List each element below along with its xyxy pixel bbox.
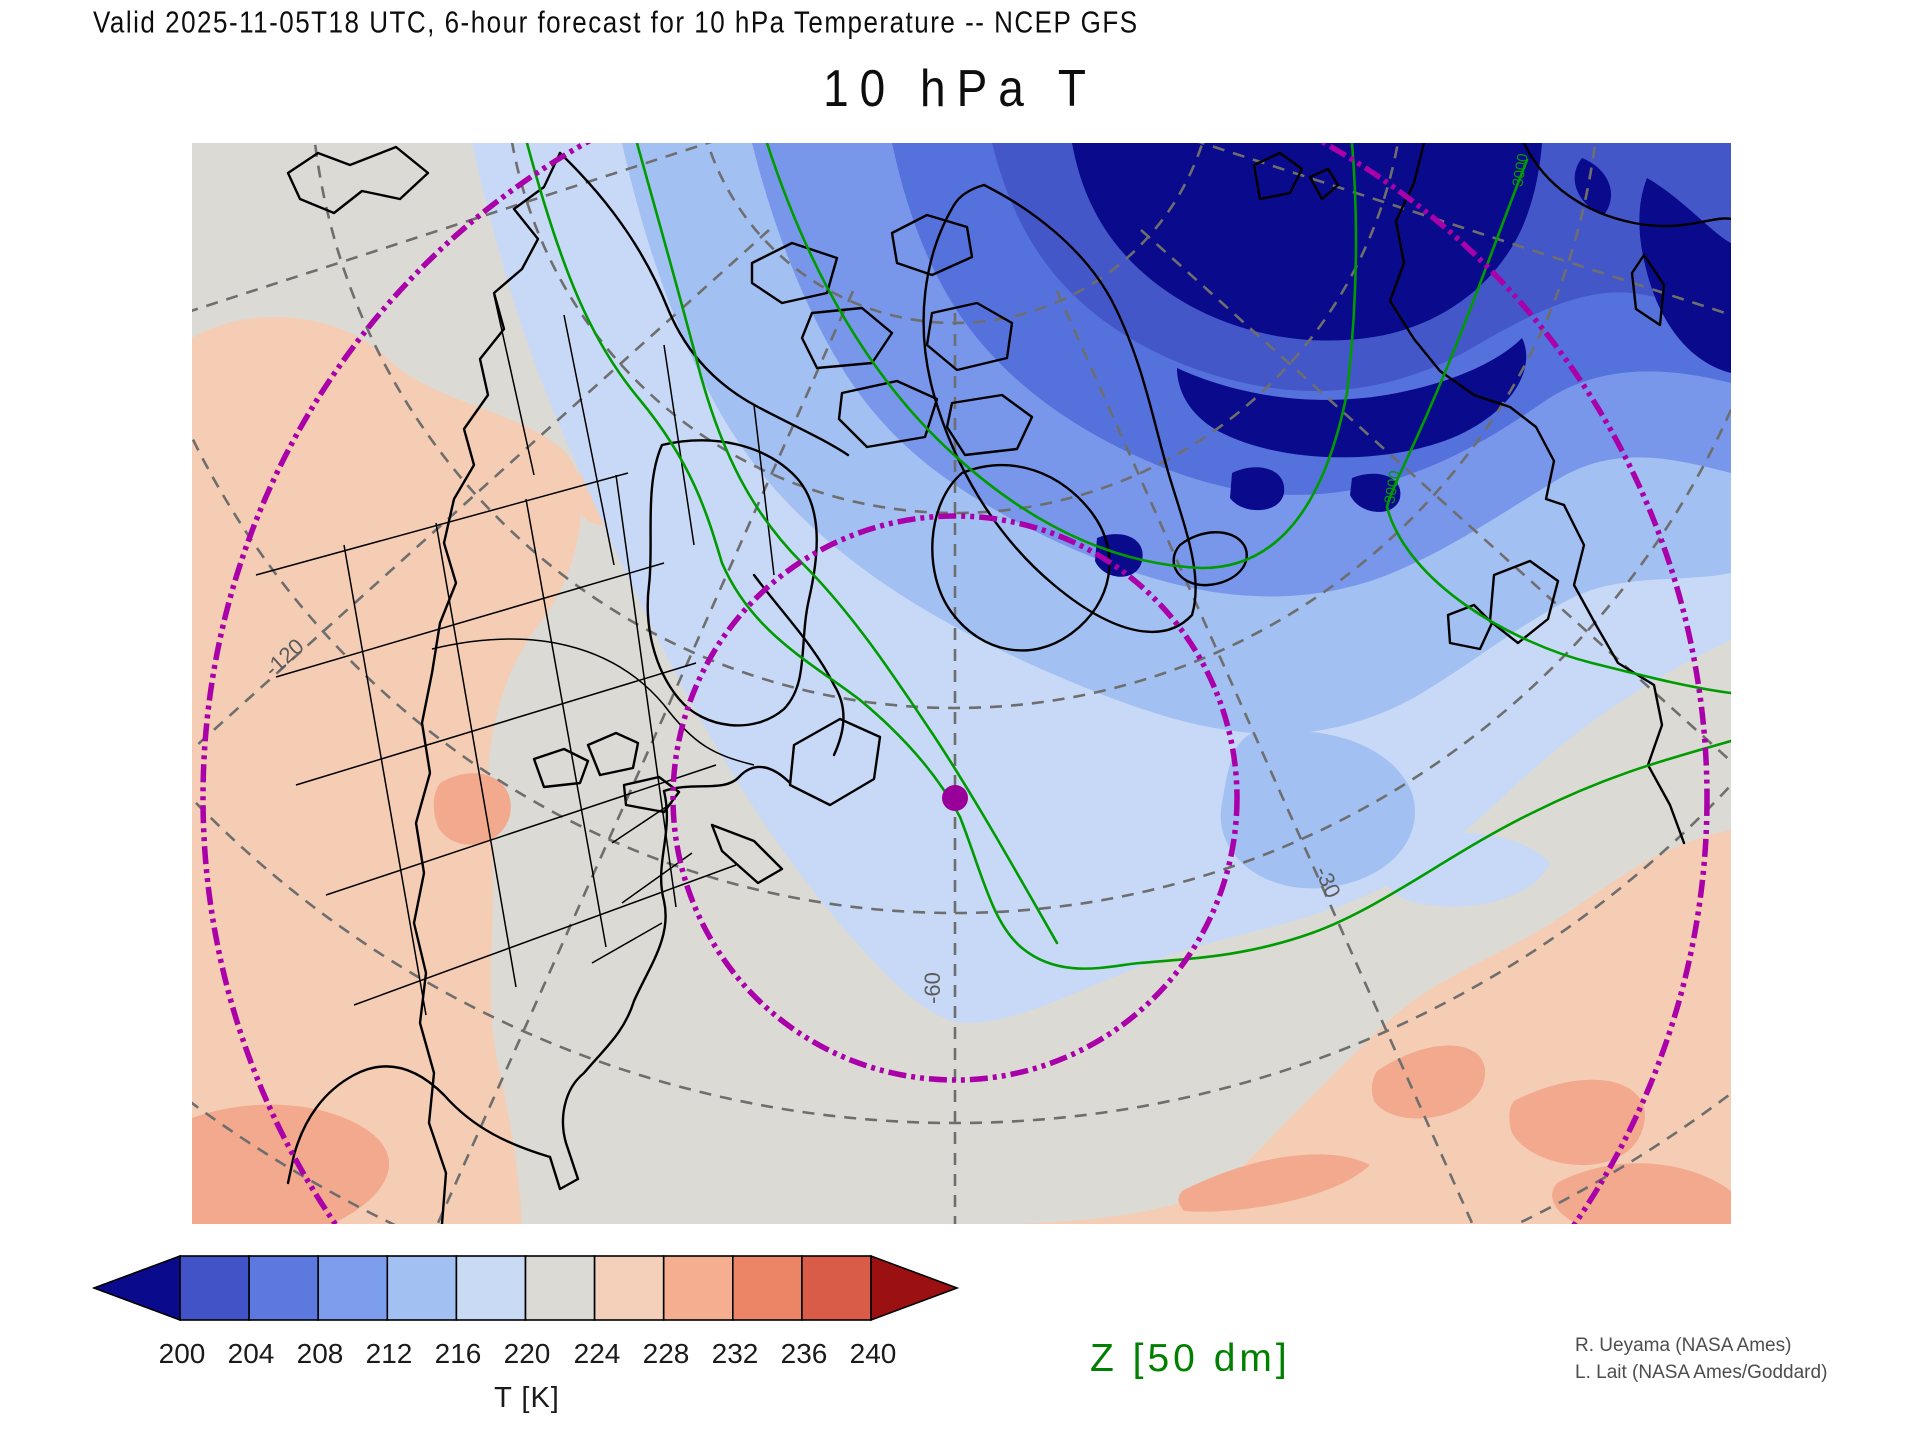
- colorbar-box-200-204: [179, 1255, 250, 1321]
- colorbar-tick-204: 204: [227, 1338, 275, 1369]
- colorbar: [88, 1252, 968, 1330]
- range-rings-layer: [200, 143, 1710, 1224]
- z-contour-labels: 3000 3000: [1381, 152, 1532, 505]
- colorbar-tick-220: 220: [503, 1338, 551, 1369]
- colorbar-tick-228: 228: [642, 1338, 690, 1369]
- inner-range-ring: [670, 513, 1240, 1083]
- field-salmon-228-232: [192, 773, 1731, 1224]
- colorbar-tick-208: 208: [296, 1338, 344, 1369]
- colorbar-tick-240: 240: [849, 1338, 897, 1369]
- colorbar-box-236-240: [801, 1255, 872, 1321]
- colorbar-boxes: [179, 1255, 872, 1321]
- page-title: 10 hPa T: [0, 58, 1920, 117]
- colorbar-tick-224: 224: [573, 1338, 621, 1369]
- z-contour-legend: Z [50 dm]: [1090, 1337, 1291, 1380]
- state-borders-layer: [255, 294, 775, 1016]
- credit-line-2: L. Lait (NASA Ames/Goddard): [1575, 1362, 1828, 1383]
- colorbar-box-232-236: [731, 1255, 803, 1321]
- graticule-layer: [192, 143, 1731, 1224]
- colorbar-tick-232: 232: [711, 1338, 759, 1369]
- colorbar-canvas: [91, 1254, 960, 1322]
- colorbar-left-arrow: [91, 1254, 181, 1322]
- colorbar-box-208-212: [317, 1255, 389, 1321]
- forecast-map: -120 -60 -30: [192, 143, 1731, 1224]
- page-title-text: 10 hPa T: [823, 59, 1097, 118]
- colorbar-box-216-220: [455, 1255, 527, 1321]
- credits: R. Ueyama (NASA Ames) L. Lait (NASA Ames…: [1575, 1332, 1827, 1386]
- valid-time-header: Valid 2025-11-05T18 UTC, 6-hour forecast…: [93, 4, 1139, 39]
- z-contour-label-2: 3000: [1509, 152, 1532, 188]
- colorbar-tick-216: 216: [434, 1338, 482, 1369]
- credit-line-1: R. Ueyama (NASA Ames): [1575, 1335, 1792, 1356]
- colorbar-box-228-232: [662, 1255, 734, 1321]
- map-canvas: -120 -60 -30: [192, 143, 1731, 1224]
- colorbar-tick-212: 212: [365, 1338, 413, 1369]
- outer-range-ring: [200, 143, 1710, 1224]
- colorbar-box-212-216: [386, 1255, 458, 1321]
- colorbar-unit-label: T [K]: [494, 1382, 560, 1414]
- colorbar-box-220-224: [524, 1255, 596, 1321]
- lon-label-60: -60: [920, 972, 945, 1004]
- colorbar-box-204-208: [248, 1255, 320, 1321]
- z-contour-label-1: 3000: [1381, 469, 1404, 505]
- valid-time-text: Valid 2025-11-05T18 UTC, 6-hour forecast…: [93, 4, 1139, 40]
- station-dot: [942, 785, 968, 811]
- colorbar-box-224-228: [593, 1255, 665, 1321]
- colorbar-tick-236: 236: [780, 1338, 828, 1369]
- colorbar-right-arrow: [870, 1254, 960, 1322]
- colorbar-tick-200: 200: [158, 1338, 206, 1369]
